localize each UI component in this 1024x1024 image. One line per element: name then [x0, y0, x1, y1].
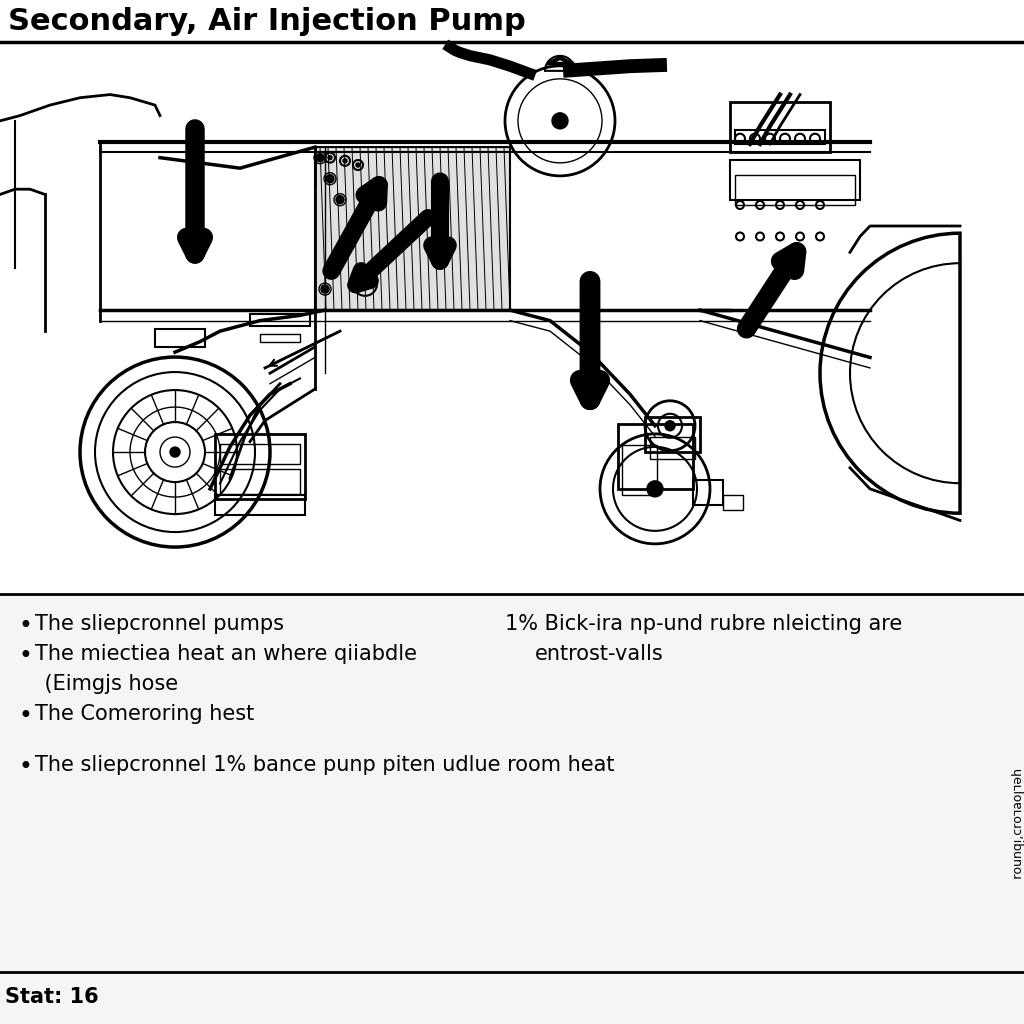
Text: entrost-valls: entrost-valls: [535, 644, 664, 664]
Bar: [618, 424, 693, 488]
Text: •: •: [18, 614, 32, 638]
Bar: [260, 334, 300, 342]
Bar: [650, 437, 695, 460]
Circle shape: [356, 163, 360, 167]
Text: Secondary, Air Injection Pump: Secondary, Air Injection Pump: [8, 7, 525, 37]
Circle shape: [336, 196, 344, 204]
Bar: [735, 130, 825, 144]
Text: Stat: 16: Stat: 16: [5, 987, 98, 1007]
Circle shape: [328, 156, 332, 160]
Text: 1% Bick-ira np-und rubre nleicting are: 1% Bick-ira np-und rubre nleicting are: [505, 614, 902, 634]
Bar: [723, 495, 743, 510]
Text: ɥeʟloɐʟoɹɔʼibunoɹ: ɥeʟloɐʟoɹɔʼibunoɹ: [1009, 769, 1022, 880]
Bar: [0, 42, 1024, 594]
Bar: [220, 444, 300, 464]
Bar: [693, 479, 723, 505]
Bar: [155, 329, 205, 347]
Bar: [250, 314, 310, 326]
Bar: [730, 160, 860, 200]
Text: The Comeroring hest: The Comeroring hest: [35, 705, 254, 724]
Circle shape: [170, 447, 180, 457]
Bar: [645, 417, 700, 452]
Text: The sliepcronnel 1% bance punp piten udlue room heat: The sliepcronnel 1% bance punp piten udl…: [35, 755, 614, 775]
Circle shape: [331, 264, 339, 272]
Bar: [315, 147, 510, 310]
Circle shape: [647, 481, 663, 497]
Bar: [215, 496, 305, 515]
Text: The miectiea heat an where qiiabdle: The miectiea heat an where qiiabdle: [35, 644, 417, 664]
Bar: [730, 102, 830, 153]
Circle shape: [343, 159, 347, 163]
Circle shape: [360, 279, 370, 289]
Bar: [735, 175, 855, 205]
Bar: [220, 469, 300, 495]
Text: •: •: [18, 705, 32, 728]
Text: (Eimgjs hose: (Eimgjs hose: [18, 674, 178, 694]
Circle shape: [321, 285, 329, 293]
Circle shape: [665, 421, 675, 431]
Text: •: •: [18, 644, 32, 668]
Text: The sliepcronnel pumps: The sliepcronnel pumps: [35, 614, 284, 634]
Bar: [215, 434, 305, 500]
Circle shape: [326, 175, 334, 182]
Text: •: •: [18, 755, 32, 779]
Bar: [622, 445, 657, 496]
Bar: [0, 0, 1024, 42]
Circle shape: [316, 154, 324, 162]
Circle shape: [552, 113, 568, 129]
